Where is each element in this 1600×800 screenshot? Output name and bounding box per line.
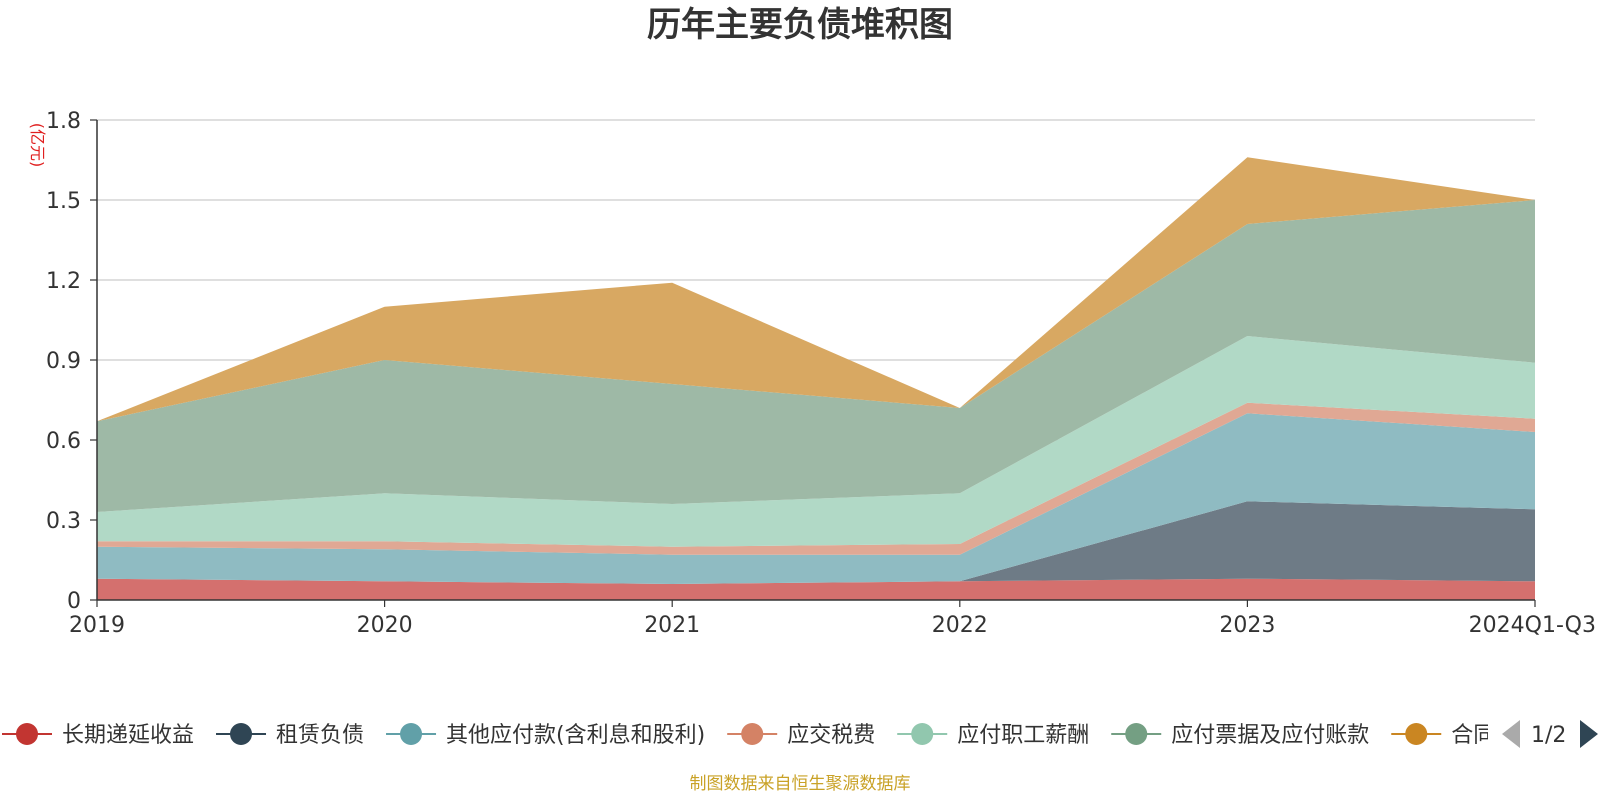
legend-circle-marker xyxy=(16,723,38,745)
legend-item[interactable]: 租赁负债 xyxy=(216,723,364,748)
legend-item[interactable]: 应付票据及应付账款 xyxy=(1111,723,1369,748)
area-series-6 xyxy=(97,157,1535,422)
legend-pager[interactable]: 1/2 xyxy=(1502,720,1598,748)
y-tick-label: 1.5 xyxy=(46,189,81,214)
axes: 0 0.3 0.6 0.9 1.2 1.5 1.8 2019 2020 2021 2022 2023 2… xyxy=(46,109,1596,638)
y-tick-label: 1.2 xyxy=(46,269,81,294)
y-tick-label: 0.3 xyxy=(46,509,81,534)
area-series-0 xyxy=(97,578,1535,600)
legend-label: 应交税费 xyxy=(787,723,875,748)
legend-label: 合同负债 xyxy=(1451,723,1539,748)
legend-items: 长期递延收益 租赁负债 其他应付款(含利息和股利) 应交税费 应付职工薪酬 应付票据及应付… xyxy=(2,723,1539,748)
legend-circle-marker xyxy=(230,723,253,745)
x-tick-label: 2022 xyxy=(932,613,988,638)
x-tick-label: 2023 xyxy=(1219,613,1275,638)
y-tick-label: 1.8 xyxy=(46,109,81,134)
y-tick-label: 0 xyxy=(67,589,81,614)
area-series-2 xyxy=(97,413,1535,584)
legend-item[interactable]: 应付职工薪酬 xyxy=(897,723,1089,748)
legend-circle-marker xyxy=(1405,723,1428,745)
legend-item[interactable]: 长期递延收益 xyxy=(2,723,194,748)
legend-circle-marker xyxy=(741,723,764,745)
legend-circle-marker xyxy=(911,723,934,745)
legend-item[interactable]: 其他应付款(含利息和股利) xyxy=(386,723,705,748)
area-series-4 xyxy=(97,336,1535,547)
legend-next-page-icon[interactable] xyxy=(1580,720,1598,748)
legend-label: 应付票据及应付账款 xyxy=(1171,723,1369,748)
y-tick-label: 0.9 xyxy=(46,349,81,374)
x-tick-label: 2020 xyxy=(357,613,413,638)
legend-label: 租赁负债 xyxy=(276,723,364,748)
area-series-3 xyxy=(97,402,1535,555)
legend-label: 长期递延收益 xyxy=(62,723,194,748)
legend[interactable]: 长期递延收益 租赁负债 其他应付款(含利息和股利) 应交税费 应付职工薪酬 应付票据及应付… xyxy=(2,723,1539,748)
chart-title: 历年主要负债堆积图 xyxy=(647,5,953,45)
y-axis-unit-label: (亿元) xyxy=(28,123,47,168)
legend-prev-page-icon[interactable] xyxy=(1502,720,1520,748)
source-note: 制图数据来自恒生聚源数据库 xyxy=(690,774,911,794)
legend-item[interactable]: 应交税费 xyxy=(727,723,875,748)
legend-item[interactable]: 合同负债 xyxy=(1391,723,1539,748)
legend-circle-marker xyxy=(400,723,423,745)
legend-label: 应付职工薪酬 xyxy=(957,723,1089,748)
area-series-layer xyxy=(97,157,1535,600)
y-tick-label: 0.6 xyxy=(46,429,81,454)
legend-label: 其他应付款(含利息和股利) xyxy=(446,723,705,748)
legend-page-indicator: 1/2 xyxy=(1531,723,1566,748)
area-series-5 xyxy=(97,200,1535,512)
x-tick-label: 2021 xyxy=(644,613,700,638)
area-series-1 xyxy=(97,501,1535,584)
x-tick-label: 2024Q1-Q3 xyxy=(1469,613,1596,638)
x-tick-label: 2019 xyxy=(69,613,125,638)
legend-circle-marker xyxy=(1125,723,1148,745)
